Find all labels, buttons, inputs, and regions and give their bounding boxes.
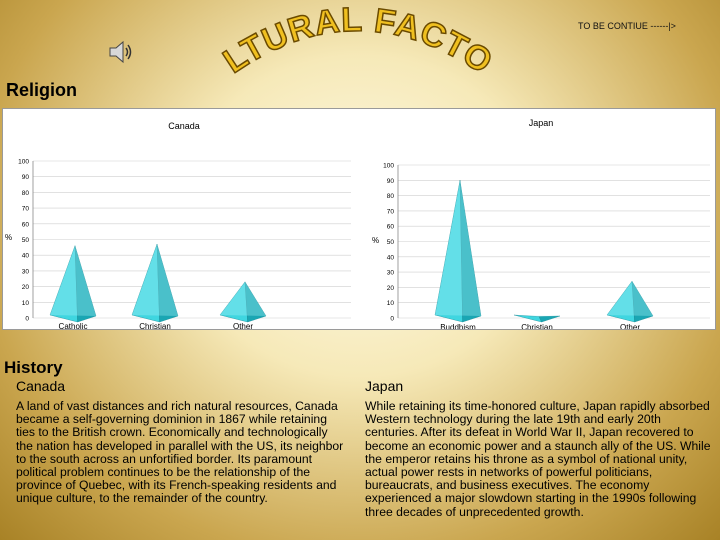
y-tick-label: 70 xyxy=(387,208,395,215)
svg-text:CULTURAL FACTORS: CULTURAL FACTORS xyxy=(215,2,500,82)
y-axis-label: % xyxy=(372,236,379,245)
wordart-title: CULTURAL FACTORS xyxy=(215,2,500,82)
x-tick-label: Other xyxy=(620,323,640,329)
religion-heading: Religion xyxy=(6,80,77,100)
y-tick-label: 40 xyxy=(387,254,395,261)
y-tick-label: 10 xyxy=(22,300,30,307)
speaker-icon[interactable] xyxy=(108,40,134,64)
y-tick-label: 30 xyxy=(22,268,30,275)
japan-title: Japan xyxy=(365,378,404,394)
canada-history-text: A land of vast distances and rich natura… xyxy=(16,399,344,506)
y-tick-label: 20 xyxy=(22,284,30,291)
canada-religion-chart: Canada% 0 10 20 30 40 50 60 70 80 90 100 Catholic Chr… xyxy=(5,121,351,329)
chart-bar xyxy=(513,314,561,323)
chart-bar xyxy=(606,280,654,323)
y-tick-label: 90 xyxy=(22,174,30,181)
y-tick-label: 20 xyxy=(387,285,395,292)
continue-link[interactable]: TO BE CONTIUE ------|> xyxy=(578,21,676,31)
x-tick-label: Christian xyxy=(521,323,553,329)
y-tick-label: 70 xyxy=(22,206,30,213)
y-tick-label: 80 xyxy=(22,190,30,197)
y-tick-label: 10 xyxy=(387,300,395,307)
history-heading: History xyxy=(4,358,63,377)
chart-bar xyxy=(219,281,267,323)
y-tick-label: 60 xyxy=(22,221,30,228)
chart-title: Canada xyxy=(168,121,200,131)
y-tick-label: 30 xyxy=(387,270,395,277)
x-tick-label: Catholic xyxy=(59,322,88,329)
x-tick-label: Christian xyxy=(139,322,171,329)
x-tick-label: Buddhism xyxy=(440,323,476,329)
x-tick-label: Other xyxy=(233,322,253,329)
y-tick-label: 80 xyxy=(387,193,395,200)
y-tick-label: 40 xyxy=(22,253,30,260)
chart-bar xyxy=(434,180,482,323)
japan-history-text: While retaining its time-honored culture… xyxy=(365,399,711,519)
chart-bar xyxy=(49,245,97,323)
y-tick-label: 100 xyxy=(18,159,29,166)
religion-chart-panel: Canada% 0 10 20 30 40 50 60 70 80 90 100 Catholic Chr… xyxy=(2,108,716,330)
y-tick-label: 60 xyxy=(387,224,395,231)
y-tick-label: 90 xyxy=(387,178,395,185)
chart-bar xyxy=(131,244,179,323)
y-axis-label: % xyxy=(5,233,12,242)
chart-title: Japan xyxy=(529,118,554,128)
y-tick-label: 50 xyxy=(387,239,395,246)
y-tick-label: 100 xyxy=(383,163,394,170)
y-tick-label: 50 xyxy=(22,237,30,244)
canada-title: Canada xyxy=(16,378,66,394)
y-tick-label: 0 xyxy=(390,316,394,323)
japan-religion-chart: Japan% 0 10 20 30 40 50 60 70 80 90 100 Buddhism Chri… xyxy=(372,118,710,329)
y-tick-label: 0 xyxy=(25,316,29,323)
